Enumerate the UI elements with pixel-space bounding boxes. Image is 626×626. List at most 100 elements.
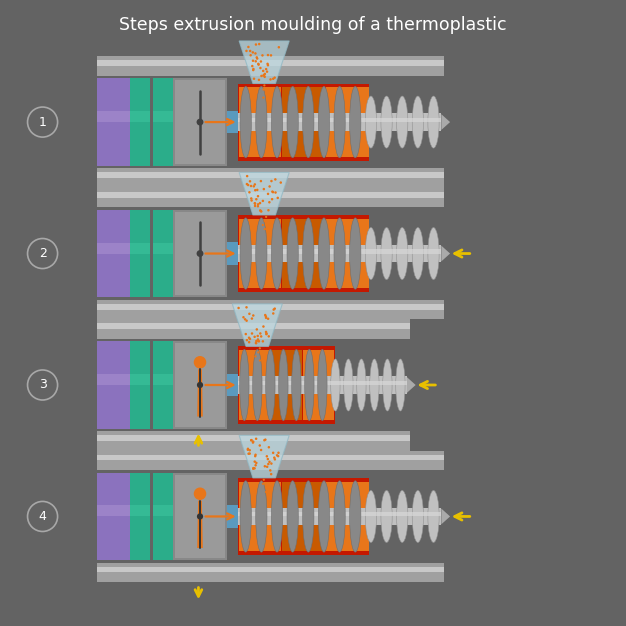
Circle shape bbox=[259, 67, 262, 69]
Circle shape bbox=[267, 458, 269, 460]
Circle shape bbox=[265, 331, 267, 333]
Bar bbox=[173, 210, 227, 297]
Circle shape bbox=[255, 328, 258, 331]
Circle shape bbox=[256, 57, 259, 59]
Circle shape bbox=[274, 307, 276, 310]
Circle shape bbox=[265, 216, 267, 218]
Circle shape bbox=[247, 184, 249, 187]
Bar bbox=[130, 210, 150, 297]
Circle shape bbox=[254, 464, 257, 466]
Circle shape bbox=[251, 332, 254, 335]
Circle shape bbox=[257, 335, 259, 337]
Circle shape bbox=[258, 43, 260, 45]
Circle shape bbox=[267, 335, 270, 337]
Circle shape bbox=[263, 439, 265, 441]
Circle shape bbox=[257, 205, 259, 207]
Bar bbox=[153, 111, 173, 122]
Circle shape bbox=[269, 185, 271, 188]
Circle shape bbox=[267, 446, 270, 448]
Circle shape bbox=[262, 69, 264, 72]
Bar bbox=[97, 323, 410, 329]
Circle shape bbox=[252, 51, 254, 54]
Bar bbox=[130, 242, 150, 254]
Ellipse shape bbox=[305, 349, 314, 421]
Circle shape bbox=[248, 191, 250, 193]
Circle shape bbox=[252, 69, 255, 71]
Circle shape bbox=[259, 359, 261, 362]
Circle shape bbox=[264, 220, 265, 222]
Bar bbox=[97, 431, 410, 451]
Circle shape bbox=[262, 200, 264, 202]
Circle shape bbox=[252, 467, 255, 470]
Ellipse shape bbox=[428, 490, 439, 543]
Circle shape bbox=[264, 228, 266, 230]
Circle shape bbox=[244, 318, 246, 321]
Circle shape bbox=[254, 202, 257, 205]
Circle shape bbox=[250, 197, 252, 200]
Circle shape bbox=[271, 190, 274, 193]
Polygon shape bbox=[407, 377, 416, 393]
Circle shape bbox=[259, 332, 262, 335]
Ellipse shape bbox=[412, 490, 424, 543]
Circle shape bbox=[252, 314, 255, 317]
Bar bbox=[175, 343, 225, 427]
Circle shape bbox=[253, 78, 255, 80]
Circle shape bbox=[270, 180, 273, 182]
Bar bbox=[130, 341, 150, 429]
Circle shape bbox=[257, 338, 259, 341]
Ellipse shape bbox=[287, 218, 299, 289]
Circle shape bbox=[267, 209, 270, 212]
Circle shape bbox=[256, 188, 259, 191]
Circle shape bbox=[258, 340, 260, 342]
Polygon shape bbox=[441, 114, 450, 130]
Circle shape bbox=[247, 453, 250, 455]
Ellipse shape bbox=[292, 349, 301, 421]
Circle shape bbox=[267, 54, 269, 56]
Polygon shape bbox=[239, 41, 289, 83]
Ellipse shape bbox=[287, 481, 299, 552]
Ellipse shape bbox=[334, 86, 346, 158]
Ellipse shape bbox=[349, 481, 361, 552]
Circle shape bbox=[260, 180, 262, 182]
Circle shape bbox=[249, 180, 251, 183]
Bar bbox=[153, 473, 173, 560]
Circle shape bbox=[248, 341, 250, 344]
Bar bbox=[282, 218, 325, 289]
Bar bbox=[326, 481, 369, 552]
Ellipse shape bbox=[381, 96, 392, 148]
Circle shape bbox=[255, 340, 257, 342]
Circle shape bbox=[257, 63, 260, 66]
Bar bbox=[153, 242, 173, 254]
Circle shape bbox=[264, 73, 266, 75]
Circle shape bbox=[270, 54, 272, 56]
Circle shape bbox=[280, 182, 282, 184]
Circle shape bbox=[259, 347, 261, 349]
Bar bbox=[175, 80, 225, 164]
Bar bbox=[97, 506, 130, 516]
Bar bbox=[239, 481, 281, 552]
Ellipse shape bbox=[349, 218, 361, 289]
Ellipse shape bbox=[397, 96, 408, 148]
Polygon shape bbox=[197, 369, 203, 416]
Bar bbox=[239, 218, 281, 289]
Bar bbox=[238, 381, 407, 385]
Circle shape bbox=[260, 335, 262, 337]
Circle shape bbox=[273, 456, 275, 459]
Bar bbox=[97, 111, 130, 122]
Polygon shape bbox=[441, 245, 450, 262]
Circle shape bbox=[255, 342, 257, 344]
Circle shape bbox=[266, 487, 268, 489]
Bar bbox=[97, 60, 444, 66]
Circle shape bbox=[249, 449, 251, 451]
Circle shape bbox=[266, 63, 269, 65]
Circle shape bbox=[248, 312, 250, 315]
Circle shape bbox=[255, 461, 257, 464]
Bar bbox=[227, 242, 238, 265]
Circle shape bbox=[260, 210, 262, 212]
Circle shape bbox=[267, 317, 269, 320]
Circle shape bbox=[254, 455, 257, 458]
Ellipse shape bbox=[381, 227, 392, 280]
Circle shape bbox=[250, 185, 252, 187]
Circle shape bbox=[260, 74, 263, 77]
Circle shape bbox=[194, 356, 207, 369]
